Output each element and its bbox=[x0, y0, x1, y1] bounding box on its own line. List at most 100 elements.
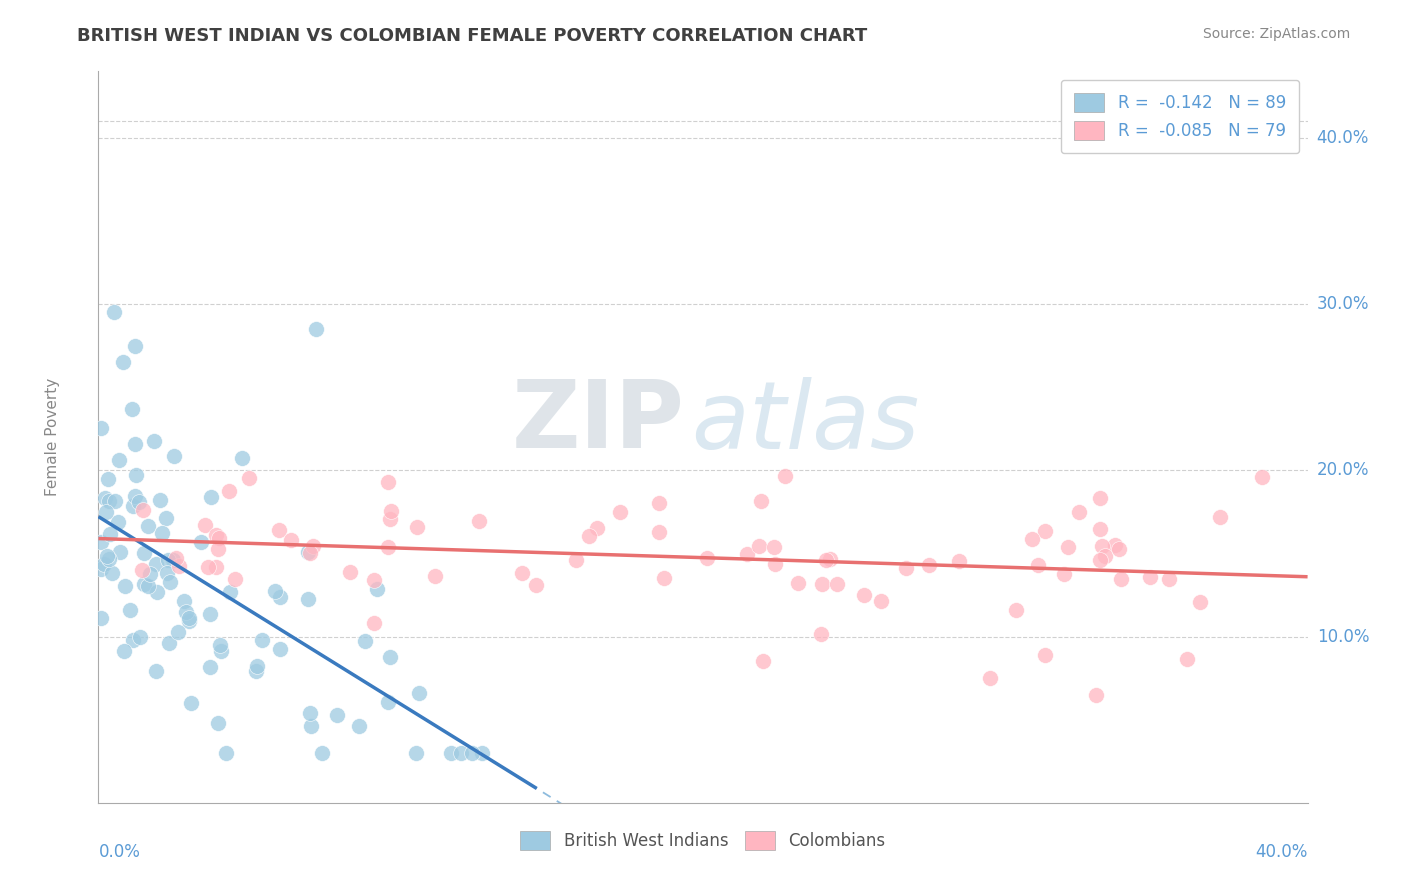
Point bbox=[586, 521, 609, 535]
Point bbox=[209, 644, 232, 658]
Point bbox=[773, 469, 796, 483]
Point bbox=[200, 490, 222, 504]
Point bbox=[218, 483, 240, 498]
Point bbox=[90, 534, 112, 549]
Point bbox=[380, 504, 402, 518]
Point bbox=[108, 545, 131, 559]
Point bbox=[825, 576, 848, 591]
Point bbox=[207, 542, 229, 557]
Point bbox=[1189, 595, 1212, 609]
Point bbox=[818, 551, 841, 566]
Point bbox=[145, 585, 167, 599]
Point bbox=[762, 541, 785, 555]
Point bbox=[97, 494, 120, 508]
Point bbox=[378, 512, 401, 526]
Point bbox=[159, 574, 181, 589]
Legend: British West Indians, Colombians: British West Indians, Colombians bbox=[513, 824, 893, 856]
Point bbox=[468, 514, 491, 528]
Point bbox=[200, 607, 222, 621]
Point bbox=[869, 594, 891, 608]
Point bbox=[297, 545, 319, 559]
Point bbox=[979, 671, 1001, 685]
Point bbox=[136, 579, 159, 593]
Point bbox=[149, 493, 172, 508]
Point bbox=[1067, 505, 1090, 519]
Point bbox=[1175, 652, 1198, 666]
Point bbox=[1053, 566, 1076, 581]
Point bbox=[96, 549, 118, 563]
Point bbox=[269, 642, 291, 657]
Point bbox=[578, 528, 600, 542]
Point bbox=[1088, 523, 1111, 537]
Point bbox=[162, 449, 184, 463]
Point bbox=[1094, 549, 1116, 564]
Point bbox=[128, 495, 150, 509]
Point bbox=[93, 557, 115, 571]
Point bbox=[124, 338, 146, 352]
Point bbox=[112, 644, 135, 658]
Point bbox=[1026, 558, 1049, 573]
Point bbox=[156, 566, 179, 580]
Point bbox=[814, 553, 837, 567]
Point bbox=[1090, 491, 1112, 506]
Point bbox=[215, 746, 238, 760]
Point bbox=[267, 524, 290, 538]
Point bbox=[250, 633, 273, 648]
Point bbox=[209, 638, 232, 652]
Point bbox=[194, 518, 217, 533]
Text: 10.0%: 10.0% bbox=[1316, 628, 1369, 646]
Point bbox=[125, 468, 148, 483]
Point bbox=[652, 571, 675, 585]
Point bbox=[1109, 572, 1132, 586]
Text: atlas: atlas bbox=[690, 377, 920, 468]
Point bbox=[111, 355, 134, 369]
Point bbox=[155, 510, 177, 524]
Point bbox=[162, 553, 184, 567]
Point bbox=[896, 561, 918, 575]
Point bbox=[167, 625, 190, 640]
Point bbox=[1021, 532, 1043, 546]
Point bbox=[121, 633, 143, 648]
Point bbox=[132, 503, 155, 517]
Point bbox=[205, 528, 228, 542]
Point bbox=[190, 535, 212, 549]
Point bbox=[167, 559, 190, 574]
Point bbox=[363, 573, 385, 587]
Point bbox=[311, 746, 333, 760]
Point bbox=[1091, 539, 1114, 553]
Text: Source: ZipAtlas.com: Source: ZipAtlas.com bbox=[1202, 27, 1350, 41]
Point bbox=[208, 531, 231, 545]
Point bbox=[353, 634, 375, 648]
Point bbox=[269, 590, 291, 604]
Point bbox=[450, 746, 472, 760]
Text: 30.0%: 30.0% bbox=[1316, 295, 1369, 313]
Point bbox=[114, 579, 136, 593]
Point bbox=[101, 566, 124, 580]
Point bbox=[810, 576, 832, 591]
Point bbox=[264, 584, 287, 599]
Point bbox=[564, 553, 586, 567]
Point bbox=[752, 655, 775, 669]
Point bbox=[1159, 572, 1181, 586]
Point bbox=[339, 565, 361, 579]
Point bbox=[98, 526, 121, 541]
Point bbox=[1033, 648, 1056, 663]
Point bbox=[347, 719, 370, 733]
Point bbox=[648, 496, 671, 510]
Point bbox=[157, 553, 180, 567]
Point bbox=[121, 500, 143, 514]
Point bbox=[297, 591, 319, 606]
Point bbox=[118, 603, 141, 617]
Point bbox=[145, 557, 167, 571]
Point bbox=[128, 630, 150, 644]
Point bbox=[763, 558, 786, 572]
Text: 0.0%: 0.0% bbox=[98, 843, 141, 861]
Point bbox=[377, 695, 399, 709]
Point bbox=[810, 627, 832, 641]
Text: 20.0%: 20.0% bbox=[1316, 461, 1369, 479]
Point bbox=[378, 650, 401, 665]
Point bbox=[98, 551, 121, 566]
Text: BRITISH WEST INDIAN VS COLOMBIAN FEMALE POVERTY CORRELATION CHART: BRITISH WEST INDIAN VS COLOMBIAN FEMALE … bbox=[77, 27, 868, 45]
Point bbox=[471, 746, 494, 760]
Point bbox=[205, 560, 228, 574]
